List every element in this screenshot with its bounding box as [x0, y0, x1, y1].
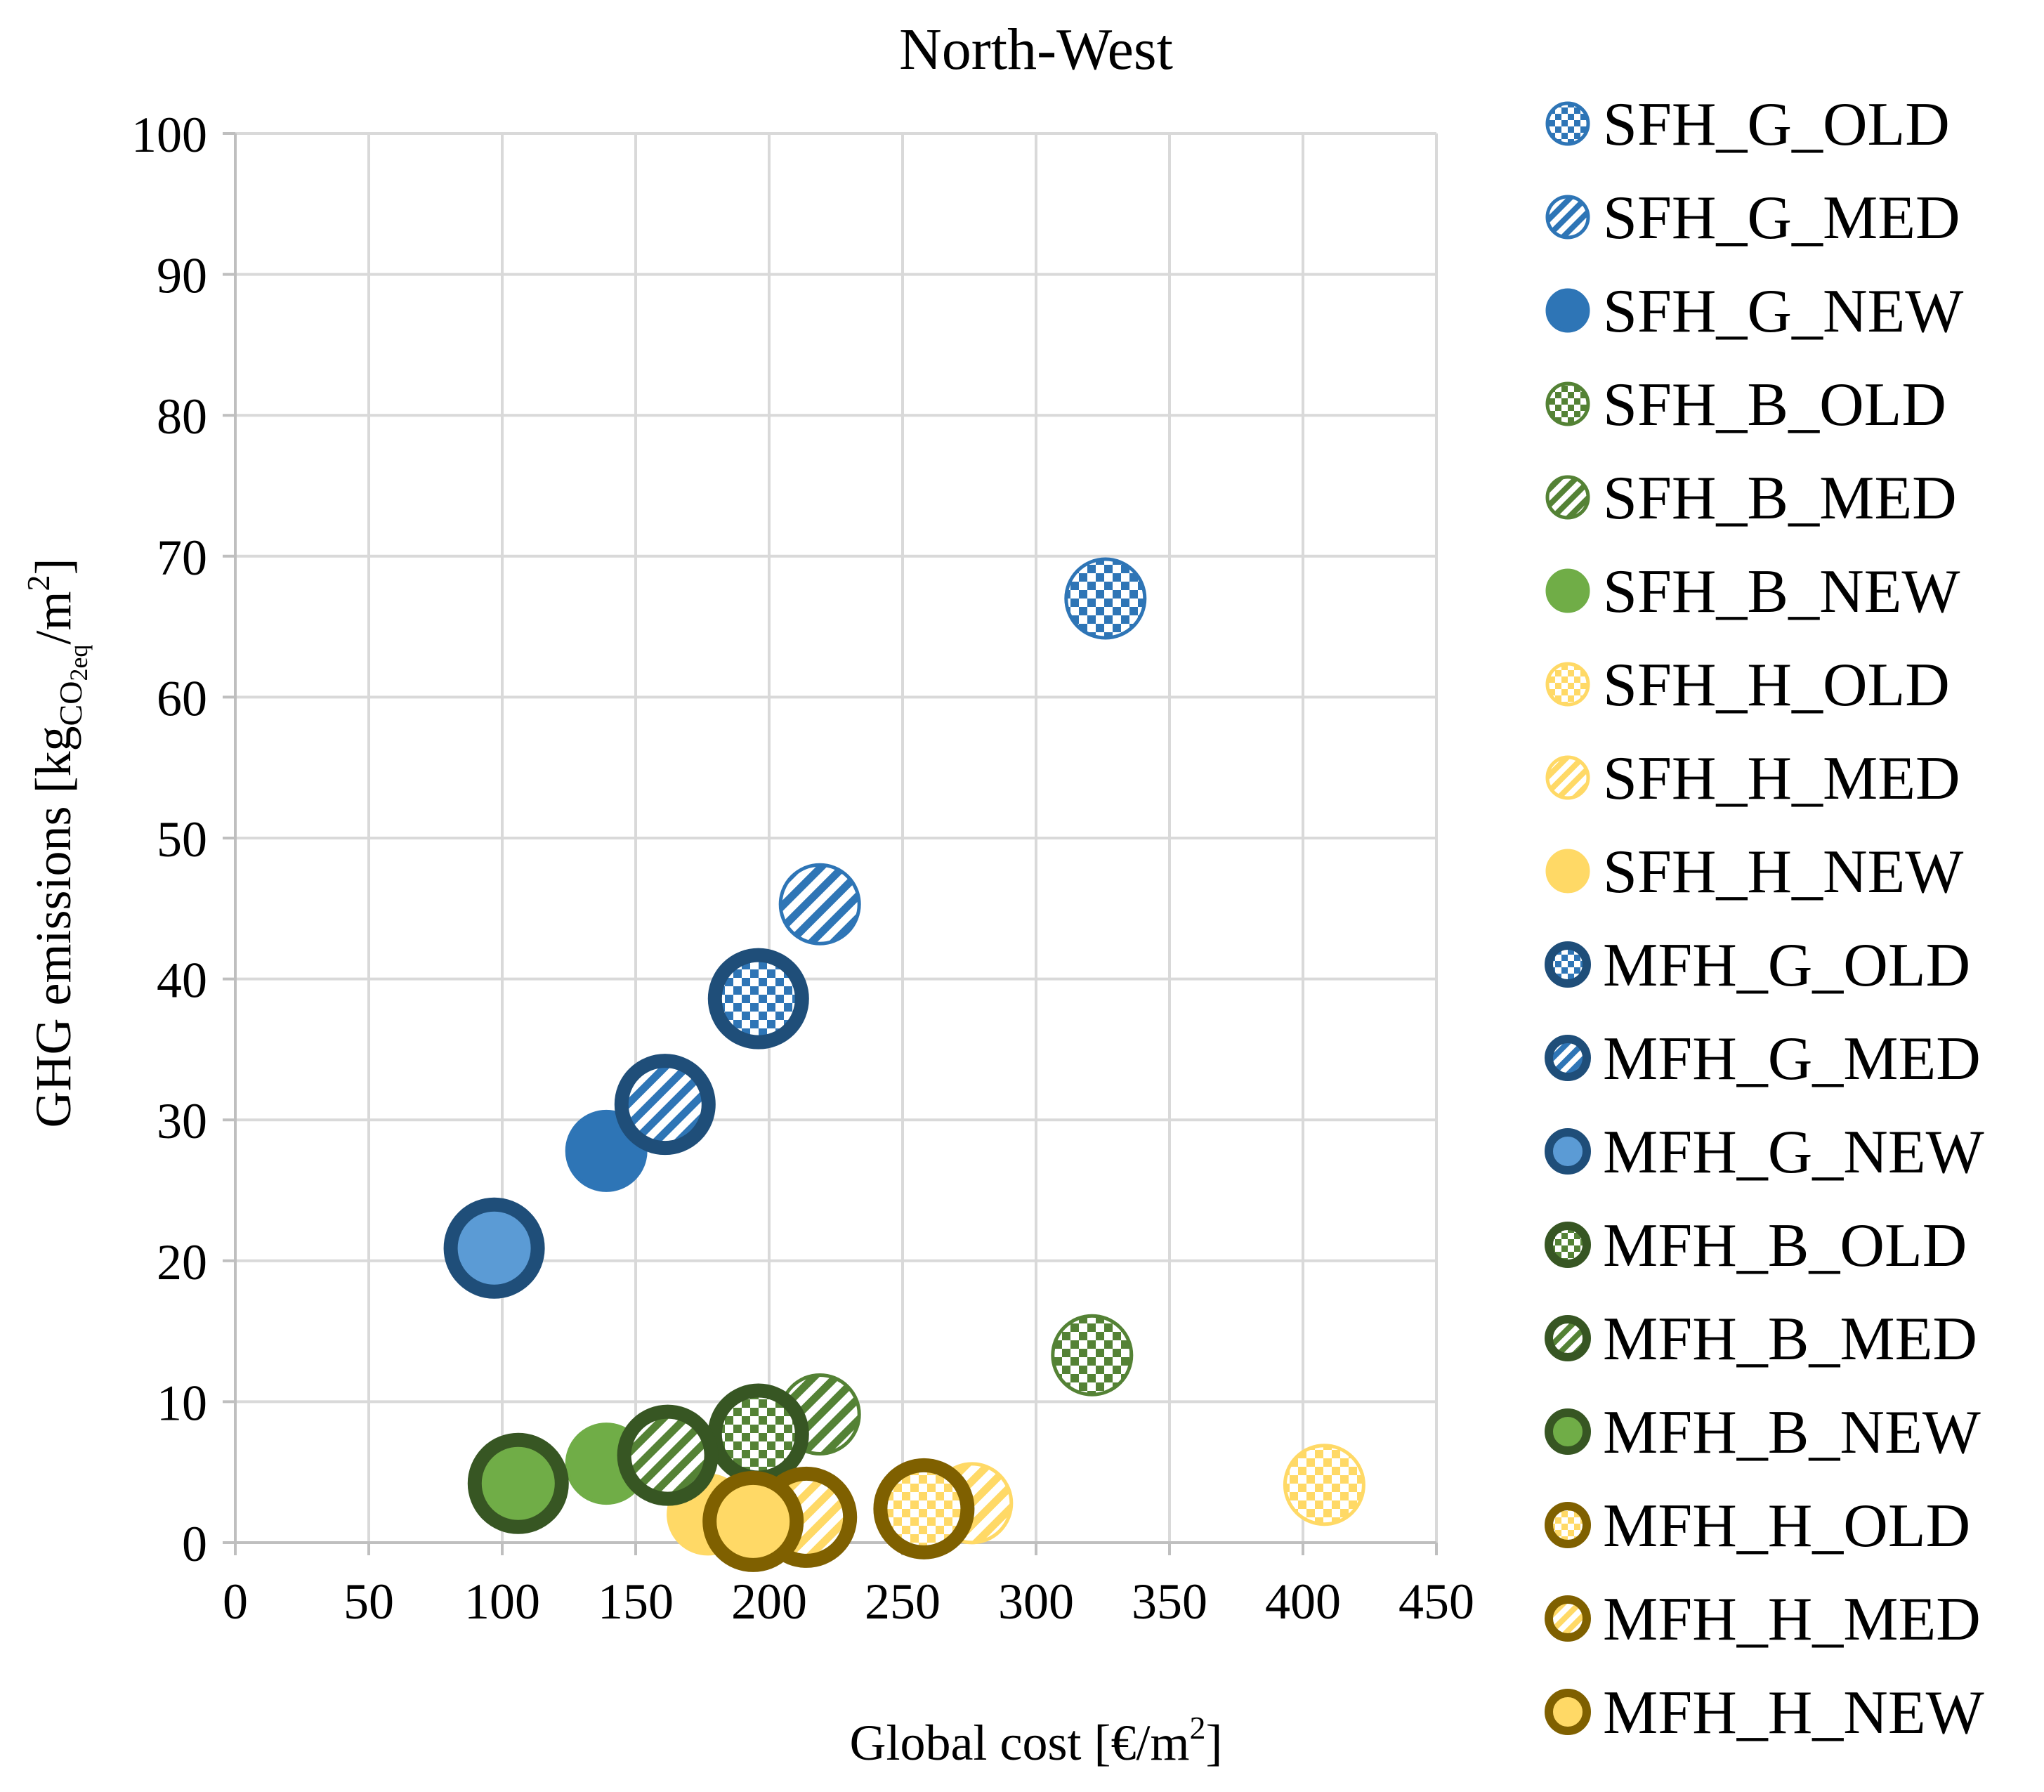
point-sfh-b-old — [1051, 1314, 1134, 1397]
legend-item-sfh-h-med: SFH_H_MED — [1545, 745, 1960, 813]
legend-label: SFH_B_MED — [1603, 464, 1957, 532]
point-mfh-h-new — [702, 1470, 804, 1572]
legend: SFH_G_OLD SFH_G_MED SFH_G_NEW SFH_B_OLD SFH_… — [1545, 91, 1984, 1747]
legend-label: SFH_G_NEW — [1603, 277, 1963, 346]
point-mfh-g-new — [443, 1197, 545, 1299]
legend-marker — [1545, 1315, 1591, 1361]
point-mfh-b-med — [617, 1404, 719, 1506]
legend-marker — [1545, 662, 1590, 707]
legend-item-sfh-h-new: SFH_H_NEW — [1545, 838, 1963, 906]
x-tick-labels: 0 50 100 150 200 250 300 350 400 450 — [223, 1574, 1474, 1630]
y-tick-label: 80 — [157, 388, 207, 445]
legend-label: SFH_B_NEW — [1603, 558, 1960, 626]
legend-label: MFH_B_MED — [1603, 1305, 1977, 1373]
point-mfh-g-old — [707, 948, 809, 1049]
point-sfh-g-med — [778, 863, 861, 946]
legend-item-sfh-b-med: SFH_B_MED — [1545, 464, 1957, 532]
legend-label: MFH_B_OLD — [1603, 1212, 1967, 1280]
legend-marker — [1545, 1128, 1591, 1175]
legend-label: SFH_H_OLD — [1603, 651, 1950, 719]
legend-marker — [1545, 475, 1590, 520]
legend-label: MFH_B_NEW — [1603, 1399, 1981, 1467]
point-mfh-b-new — [467, 1432, 569, 1534]
y-tick-label: 50 — [157, 811, 207, 868]
legend-marker — [1545, 1595, 1591, 1642]
legend-label: SFH_G_MED — [1603, 184, 1960, 252]
legend-item-sfh-b-new: SFH_B_NEW — [1545, 558, 1960, 626]
x-tick-label: 350 — [1132, 1574, 1207, 1630]
legend-marker — [1545, 849, 1590, 894]
legend-label: SFH_G_OLD — [1603, 91, 1950, 159]
legend-label: MFH_H_OLD — [1603, 1492, 1970, 1560]
legend-item-sfh-g-new: SFH_G_NEW — [1545, 277, 1963, 346]
data-points — [443, 557, 1365, 1572]
y-axis-label: GHG emissions [kgCO2eq/m2] — [20, 558, 93, 1128]
legend-marker — [1545, 1222, 1591, 1268]
legend-item-sfh-h-old: SFH_H_OLD — [1545, 651, 1950, 719]
legend-marker — [1545, 195, 1590, 240]
legend-item-mfh-b-med: MFH_B_MED — [1545, 1305, 1977, 1373]
legend-item-mfh-g-med: MFH_G_MED — [1545, 1025, 1981, 1093]
legend-label: MFH_G_MED — [1603, 1025, 1981, 1093]
point-mfh-b-old — [707, 1383, 809, 1485]
chart-title: North-West — [899, 17, 1173, 82]
y-tick-label: 40 — [157, 953, 207, 1009]
legend-marker — [1545, 288, 1590, 333]
y-tick-label: 60 — [157, 670, 207, 726]
legend-label: SFH_H_MED — [1603, 745, 1960, 813]
point-sfh-h-old — [1283, 1444, 1365, 1526]
legend-marker — [1545, 755, 1590, 800]
y-tick-label: 10 — [157, 1375, 207, 1431]
legend-marker — [1545, 1408, 1591, 1455]
legend-label: MFH_H_MED — [1603, 1585, 1981, 1654]
legend-item-mfh-g-old: MFH_G_OLD — [1545, 931, 1970, 1000]
x-axis-label: Global cost [€/m2] — [850, 1710, 1223, 1771]
legend-item-mfh-h-new: MFH_H_NEW — [1545, 1679, 1984, 1747]
legend-item-sfh-b-old: SFH_B_OLD — [1545, 371, 1946, 439]
legend-marker — [1545, 101, 1590, 146]
legend-item-mfh-b-new: MFH_B_NEW — [1545, 1399, 1981, 1467]
x-tick-label: 250 — [865, 1574, 941, 1630]
legend-label: SFH_H_NEW — [1603, 838, 1963, 906]
legend-item-mfh-h-med: MFH_H_MED — [1545, 1585, 1981, 1654]
legend-item-mfh-b-old: MFH_B_OLD — [1545, 1212, 1967, 1280]
legend-marker — [1545, 1689, 1591, 1735]
legend-label: SFH_B_OLD — [1603, 371, 1946, 439]
x-tick-label: 50 — [343, 1574, 394, 1630]
legend-label: MFH_G_NEW — [1603, 1118, 1984, 1186]
x-tick-label: 100 — [464, 1574, 540, 1630]
legend-marker — [1545, 568, 1590, 613]
x-tick-label: 400 — [1265, 1574, 1341, 1630]
y-tick-label: 30 — [157, 1093, 207, 1149]
y-tick-label: 0 — [182, 1516, 207, 1572]
y-tick-labels: 0 10 20 30 40 50 60 70 80 90 100 — [131, 107, 207, 1572]
legend-item-mfh-h-old: MFH_H_OLD — [1545, 1492, 1970, 1560]
y-tick-label: 100 — [131, 107, 207, 163]
legend-label: MFH_H_NEW — [1603, 1679, 1984, 1747]
legend-marker — [1545, 381, 1590, 426]
legend-marker — [1545, 941, 1591, 988]
y-tick-label: 20 — [157, 1234, 207, 1290]
y-tick-label: 70 — [157, 530, 207, 586]
point-sfh-g-old — [1064, 557, 1147, 640]
legend-item-sfh-g-old: SFH_G_OLD — [1545, 91, 1950, 159]
legend-item-sfh-g-med: SFH_G_MED — [1545, 184, 1960, 252]
x-tick-label: 150 — [598, 1574, 674, 1630]
x-tick-label: 300 — [998, 1574, 1074, 1630]
x-tick-label: 200 — [731, 1574, 807, 1630]
point-mfh-g-med — [614, 1054, 716, 1156]
legend-label: MFH_G_OLD — [1603, 931, 1970, 1000]
legend-marker — [1545, 1502, 1591, 1548]
y-tick-label: 90 — [157, 248, 207, 304]
legend-marker — [1545, 1035, 1591, 1081]
x-tick-label: 450 — [1398, 1574, 1474, 1630]
point-mfh-h-old — [873, 1458, 975, 1559]
x-tick-label: 0 — [223, 1574, 248, 1630]
legend-item-mfh-g-new: MFH_G_NEW — [1545, 1118, 1984, 1186]
